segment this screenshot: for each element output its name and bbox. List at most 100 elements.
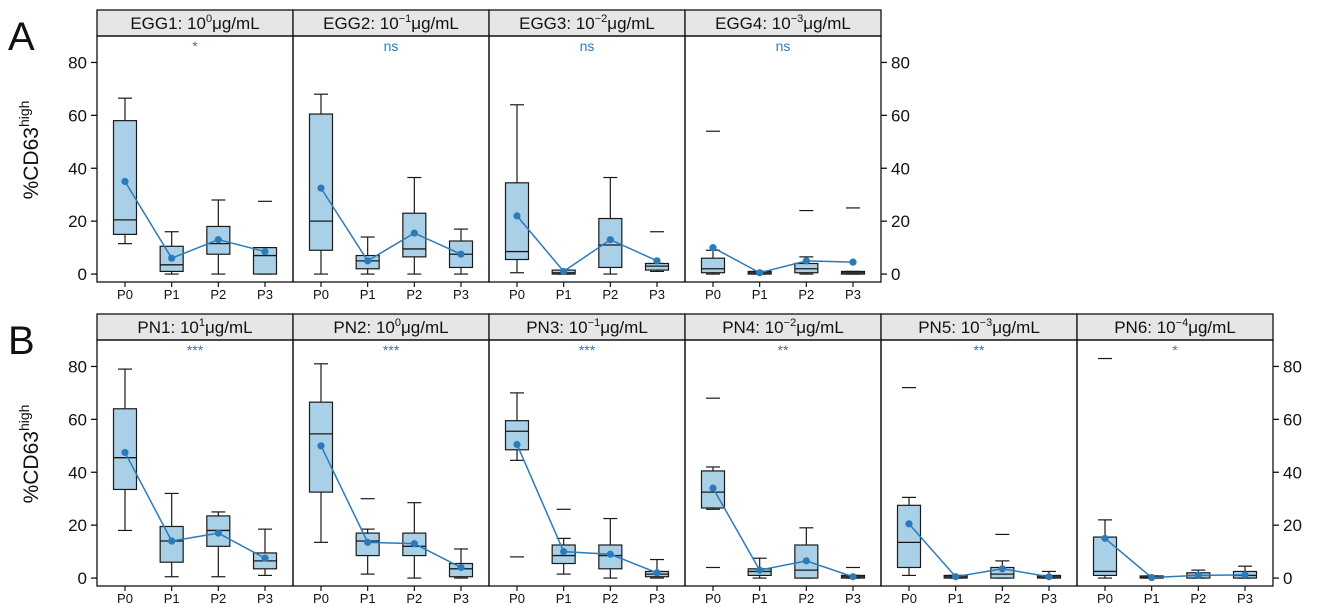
x-tick-label: P3 [845, 287, 861, 302]
y-tick-label-right: 60 [891, 106, 910, 125]
box-body [794, 262, 819, 274]
x-tick-label: P1 [360, 591, 376, 606]
mean-point [998, 565, 1006, 573]
panel-label-b: B [8, 319, 35, 363]
facet-frame [684, 339, 882, 587]
mean-point [802, 557, 810, 565]
x-tick-label: P0 [509, 591, 525, 606]
x-tick-label: P1 [164, 287, 180, 302]
y-tick-label-right: 20 [891, 212, 910, 231]
facet-pn1: PN1: 101μg/mL *** P0 P1 P2 P3 [96, 313, 294, 606]
facet-pn5: PN5: 10−3μg/mL ** P0 P1 P2 P3 [880, 313, 1078, 606]
facet-frame [684, 35, 882, 283]
x-tick-label: P0 [509, 287, 525, 302]
facet-egg2: EGG2: 10−1μg/mL ns P0 P1 P2 P3 [292, 9, 490, 302]
mean-line [712, 246, 854, 274]
y-tick-label-left: 0 [78, 265, 87, 284]
mean-line [124, 452, 266, 559]
mean-point [952, 573, 960, 581]
facet-title: EGG2: 10−1μg/mL [323, 13, 459, 33]
box-body [700, 257, 726, 274]
x-tick-label: P2 [210, 287, 226, 302]
y-tick-label-left: 40 [68, 159, 87, 178]
box-p2 [206, 511, 231, 578]
mean-point [168, 254, 176, 262]
box-body [896, 504, 922, 569]
facet-title: PN6: 10−4μg/mL [1114, 317, 1236, 337]
significance-label: *** [383, 342, 400, 358]
box-p2 [402, 176, 427, 275]
box-p0 [308, 363, 334, 543]
x-tick-label: P2 [602, 591, 618, 606]
facet-title: PN4: 10−2μg/mL [722, 317, 844, 337]
y-tick-label-left: 60 [68, 106, 87, 125]
facet-egg4: EGG4: 10−3μg/mL ns P0 P1 P2 P3 [684, 9, 882, 302]
significance-label: ** [778, 342, 789, 358]
mean-point [513, 212, 521, 220]
y-tick-label-left: 60 [68, 410, 87, 429]
mean-point [1148, 573, 1156, 582]
x-tick-label: P2 [994, 591, 1010, 606]
mean-point [560, 267, 568, 276]
box-p2 [598, 176, 623, 275]
mean-point [121, 448, 129, 457]
box-p3 [840, 207, 866, 275]
box-p3 [252, 200, 278, 275]
mean-point [1101, 534, 1109, 542]
significance-label: ns [580, 38, 595, 54]
facet-strip [684, 9, 882, 37]
x-tick-label: P2 [406, 591, 422, 606]
x-tick-label: P2 [1190, 591, 1206, 606]
mean-point [849, 258, 857, 266]
significance-label: * [192, 38, 198, 54]
y-tick-label-right: 0 [891, 265, 900, 284]
box-p1 [355, 236, 380, 275]
mean-line [908, 523, 1050, 578]
mean-point [121, 177, 129, 186]
significance-label: *** [187, 342, 204, 358]
x-tick-label: P3 [649, 591, 665, 606]
x-tick-label: P2 [602, 287, 618, 302]
mean-point [653, 257, 661, 265]
facet-title: EGG1: 100μg/mL [130, 13, 259, 33]
x-tick-label: P0 [1097, 591, 1113, 606]
x-tick-label: P3 [1041, 591, 1057, 606]
mean-line [516, 444, 658, 574]
facet-strip [292, 9, 490, 37]
mean-point [1194, 571, 1202, 580]
panel-a: 0 0 20 20 40 40 60 60 80 80 EGG1: 100μg/mL * P0 P1 P2 P… [68, 9, 910, 302]
facet-frame [488, 339, 686, 587]
y-tick-label-right: 40 [1283, 463, 1302, 482]
mean-point [1241, 571, 1249, 579]
mean-point [261, 554, 269, 562]
x-tick-label: P0 [117, 591, 133, 606]
box-p0 [1092, 357, 1118, 579]
mean-point [653, 569, 661, 577]
facet-egg3: EGG3: 10−2μg/mL ns P0 P1 P2 P3 [488, 9, 686, 302]
y-tick-label-left: 0 [78, 569, 87, 588]
x-tick-label: P3 [845, 591, 861, 606]
x-tick-label: P1 [752, 287, 768, 302]
mean-point [905, 520, 913, 528]
x-tick-label: P3 [649, 287, 665, 302]
x-tick-label: P0 [901, 591, 917, 606]
mean-point [364, 538, 372, 546]
y-tick-label-right: 80 [891, 53, 910, 72]
facet-frame [1076, 339, 1274, 587]
y-tick-label-right: 20 [1283, 516, 1302, 535]
box-p0 [112, 97, 138, 245]
facet-title: PN2: 100μg/mL [333, 317, 448, 337]
box-p0 [504, 104, 530, 274]
box-p0 [896, 387, 922, 577]
mean-point [168, 537, 176, 545]
x-tick-label: P2 [406, 287, 422, 302]
y-tick-label-left: 40 [68, 463, 87, 482]
mean-line [712, 487, 854, 578]
facet-pn6: PN6: 10−4μg/mL * P0 P1 P2 P3 [1076, 313, 1274, 606]
mean-point [802, 257, 810, 265]
significance-label: ns [776, 38, 791, 54]
significance-label: ns [384, 38, 399, 54]
x-tick-label: P0 [705, 591, 721, 606]
box-body [1092, 536, 1118, 577]
